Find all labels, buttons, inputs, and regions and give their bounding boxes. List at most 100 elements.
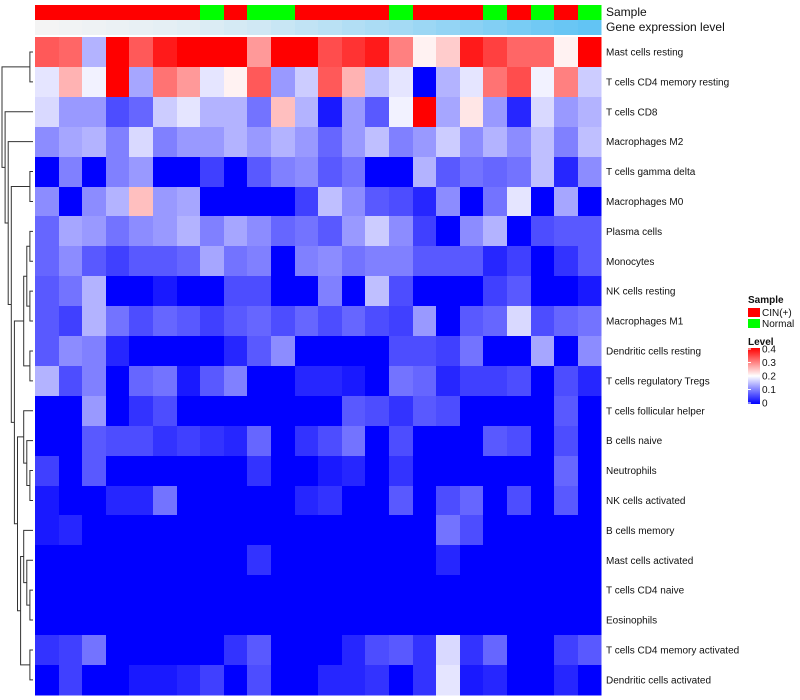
heatmap-cell (177, 396, 201, 427)
heatmap-cell (271, 635, 296, 666)
heatmap-cell (389, 486, 414, 516)
heatmap-cell (413, 37, 437, 68)
heatmap-cell (106, 515, 130, 546)
heatmap-cell (35, 306, 60, 337)
dendrogram-branch (1, 66, 30, 168)
heatmap-cell (365, 276, 390, 307)
level-legend-tick-label: 0.4 (762, 345, 776, 356)
heatmap-cell (82, 426, 107, 457)
heatmap-cell (365, 216, 390, 247)
heatmap-cell (436, 396, 461, 427)
heatmap-cell (531, 37, 555, 68)
heatmap-cell (460, 306, 484, 337)
heatmap-cell (35, 67, 60, 98)
heatmap-cell (389, 157, 414, 188)
row-label: Macrophages M2 (606, 137, 684, 148)
heatmap-cell (578, 37, 602, 68)
heatmap-cell (460, 37, 484, 68)
heatmap-cell (129, 486, 154, 516)
heatmap-cell (82, 37, 107, 68)
heatmap-cell (436, 366, 461, 397)
heatmap-cell (554, 575, 579, 606)
heatmap-cell (247, 396, 272, 427)
dendrogram-branch (29, 649, 33, 681)
dendrogram-branch (23, 529, 33, 584)
heatmap-cell (483, 127, 508, 158)
heatmap-cell (436, 37, 461, 68)
heatmap-cell (271, 366, 296, 397)
heatmap-cell (35, 216, 60, 247)
heatmap-cell (460, 545, 484, 576)
heatmap-cell (342, 605, 366, 636)
heatmap-cell (200, 276, 225, 307)
heatmap-cell (342, 426, 366, 457)
heatmap-cell (295, 187, 319, 217)
heatmap-cell (389, 276, 414, 307)
heatmap-cell (436, 575, 461, 606)
sample-annotation-cell (247, 5, 272, 20)
heatmap-cell (318, 97, 343, 128)
heatmap-cell (507, 545, 532, 576)
heatmap-cell (554, 336, 579, 367)
heatmap-cell (436, 216, 461, 247)
sample-legend-swatch-normal (748, 319, 760, 328)
heatmap-cell (342, 127, 366, 158)
heatmap-cell (295, 97, 319, 128)
heatmap-cell (365, 157, 390, 188)
gene-expression-annotation-cell (365, 20, 390, 35)
heatmap-cell (389, 97, 414, 128)
heatmap-cell (413, 276, 437, 307)
row-label: NK cells activated (606, 496, 685, 507)
heatmap-cell (224, 37, 248, 68)
heatmap-cell (554, 276, 579, 307)
heatmap-cell (200, 67, 225, 98)
heatmap-cell (59, 665, 83, 696)
heatmap-cell (153, 426, 178, 457)
heatmap-cell (318, 396, 343, 427)
heatmap-cell (413, 127, 437, 158)
row-label: T cells CD4 memory resting (606, 77, 729, 88)
heatmap-cell (365, 575, 390, 606)
heatmap-cell (436, 605, 461, 636)
heatmap-cell (200, 157, 225, 188)
level-legend-ticks: 0.4 0.3 0.2 0.1 0 (748, 345, 776, 410)
heatmap-cell (554, 426, 579, 457)
heatmap-cell (318, 635, 343, 666)
heatmap-cell (153, 456, 178, 487)
level-legend-tick-label: 0.2 (762, 372, 776, 383)
heatmap-cell (531, 486, 555, 516)
heatmap-cell (200, 396, 225, 427)
heatmap-cell (153, 515, 178, 546)
gene-expression-annotation-title: Gene expression level (606, 20, 725, 34)
heatmap-cell (554, 127, 579, 158)
heatmap-cell (483, 67, 508, 98)
heatmap-cell (295, 127, 319, 158)
heatmap-cell (389, 127, 414, 158)
heatmap-cell (460, 515, 484, 546)
heatmap-cell (295, 635, 319, 666)
gene-expression-annotation-cell (389, 20, 414, 35)
heatmap-cell (460, 575, 484, 606)
heatmap-cell (106, 67, 130, 98)
heatmap-cell (483, 665, 508, 696)
heatmap-cell (483, 306, 508, 337)
sample-annotation-cell (59, 5, 83, 20)
heatmap-cell (578, 246, 602, 277)
heatmap-cell (295, 336, 319, 367)
heatmap-cell (35, 486, 60, 516)
heatmap-cell (365, 306, 390, 337)
heatmap-cell (59, 605, 83, 636)
heatmap-cell (106, 665, 130, 696)
heatmap-cell (554, 306, 579, 337)
dendrogram-branch (29, 470, 33, 501)
heatmap-cell (365, 127, 390, 158)
heatmap-cell (295, 605, 319, 636)
heatmap-cell (531, 336, 555, 367)
heatmap-cell (413, 336, 437, 367)
heatmap-cell (483, 486, 508, 516)
heatmap-cell (295, 665, 319, 696)
heatmap-cell (460, 246, 484, 277)
heatmap-cell (59, 216, 83, 247)
sample-annotation-cell (507, 5, 532, 20)
heatmap-cell (59, 246, 83, 277)
